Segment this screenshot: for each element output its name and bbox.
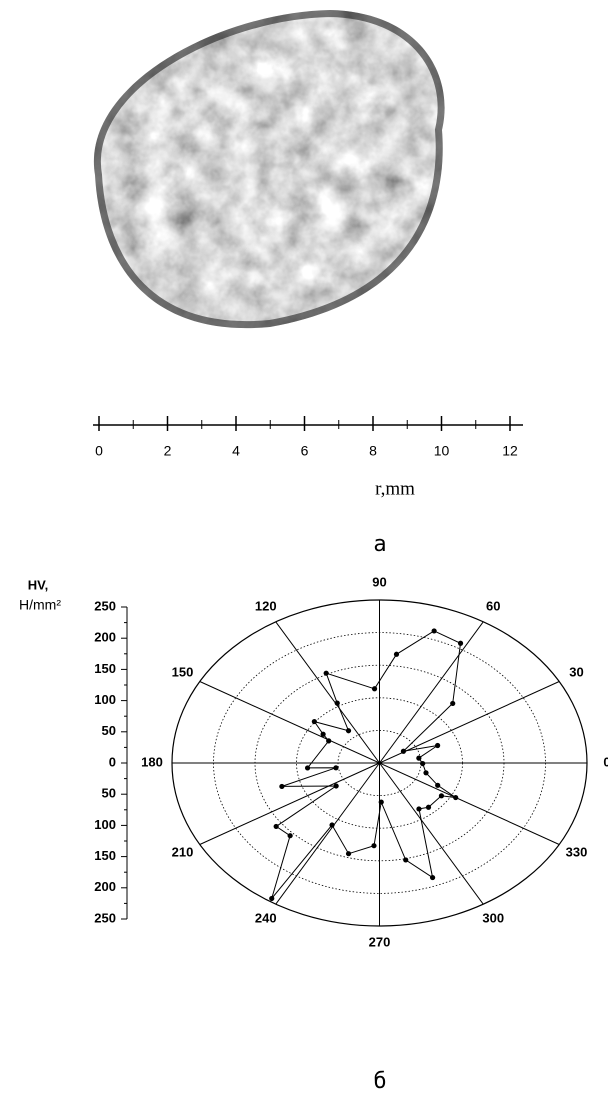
angle-label: 0 bbox=[603, 754, 608, 769]
data-point bbox=[335, 701, 340, 706]
y-tick-label: 250 bbox=[94, 598, 116, 613]
data-point bbox=[274, 824, 279, 829]
x-tick-label: 8 bbox=[369, 443, 377, 459]
x-tick-label: 4 bbox=[232, 443, 240, 459]
y-tick-label: 0 bbox=[109, 754, 116, 769]
data-point bbox=[334, 783, 339, 788]
data-line bbox=[272, 631, 461, 899]
angle-label: 300 bbox=[482, 910, 504, 925]
data-point bbox=[426, 805, 431, 810]
y-tick-label: 150 bbox=[94, 661, 116, 676]
data-point bbox=[416, 756, 421, 761]
data-point bbox=[346, 728, 351, 733]
data-point bbox=[312, 719, 317, 724]
data-point bbox=[346, 851, 351, 856]
y-tick-label: 150 bbox=[94, 848, 116, 863]
y-tick-label: 200 bbox=[94, 879, 116, 894]
y-tick-label: 50 bbox=[102, 786, 116, 801]
figure: а б r,mm HV, H/mm² 0 2 4 6 8 10 12 250 200 150 100… bbox=[0, 0, 608, 1104]
grid-spoke bbox=[380, 622, 484, 763]
data-point bbox=[321, 732, 326, 737]
angle-label: 240 bbox=[255, 910, 277, 925]
y-tick-label: 200 bbox=[94, 630, 116, 645]
angle-label: 60 bbox=[486, 599, 500, 614]
angle-label: 120 bbox=[255, 599, 277, 614]
panel-label: а bbox=[373, 532, 386, 557]
angle-label: 180 bbox=[141, 754, 163, 769]
x-tick-label: 10 bbox=[434, 443, 450, 459]
y-tick-label: 250 bbox=[94, 910, 116, 925]
grid-spoke bbox=[380, 763, 560, 845]
data-point bbox=[372, 686, 377, 691]
specimen-photo bbox=[80, 5, 460, 340]
angle-label: 30 bbox=[569, 664, 583, 679]
data-point bbox=[450, 701, 455, 706]
x-tick-label: 0 bbox=[95, 443, 103, 459]
data-point bbox=[324, 671, 329, 676]
data-point bbox=[379, 799, 384, 804]
angle-label: 150 bbox=[172, 664, 194, 679]
data-point bbox=[269, 896, 274, 901]
y-axis-label: HV, bbox=[28, 577, 48, 592]
x-tick-label: 6 bbox=[301, 443, 309, 459]
y-tick-label: 50 bbox=[102, 723, 116, 738]
data-point bbox=[288, 833, 293, 838]
y-axis-label: H/mm² bbox=[19, 597, 61, 613]
x-tick-label: 12 bbox=[502, 443, 518, 459]
angle-label: 270 bbox=[369, 934, 391, 949]
data-point bbox=[326, 738, 331, 743]
angle-label: 330 bbox=[566, 844, 588, 859]
data-point bbox=[439, 793, 444, 798]
data-point bbox=[416, 806, 421, 811]
data-point bbox=[333, 765, 338, 770]
data-point bbox=[430, 875, 435, 880]
data-point bbox=[420, 761, 425, 766]
grid-spoke bbox=[200, 763, 380, 845]
data-point bbox=[453, 795, 458, 800]
grid-spoke bbox=[200, 682, 380, 764]
data-point bbox=[401, 749, 406, 754]
x-tick-label: 2 bbox=[164, 443, 172, 459]
data-point bbox=[329, 822, 334, 827]
data-point bbox=[305, 765, 310, 770]
panel-label: б bbox=[373, 1069, 386, 1094]
data-point bbox=[279, 784, 284, 789]
angle-label: 90 bbox=[372, 574, 386, 589]
angle-label: 210 bbox=[172, 844, 194, 859]
y-tick-label: 100 bbox=[94, 692, 116, 707]
y-tick-label: 100 bbox=[94, 817, 116, 832]
data-point bbox=[435, 743, 440, 748]
data-point bbox=[435, 783, 440, 788]
data-point bbox=[423, 770, 428, 775]
data-point bbox=[371, 843, 376, 848]
data-point bbox=[458, 641, 463, 646]
scale-label: r,mm bbox=[375, 478, 415, 499]
data-point bbox=[394, 652, 399, 657]
data-point bbox=[432, 628, 437, 633]
data-point bbox=[403, 857, 408, 862]
